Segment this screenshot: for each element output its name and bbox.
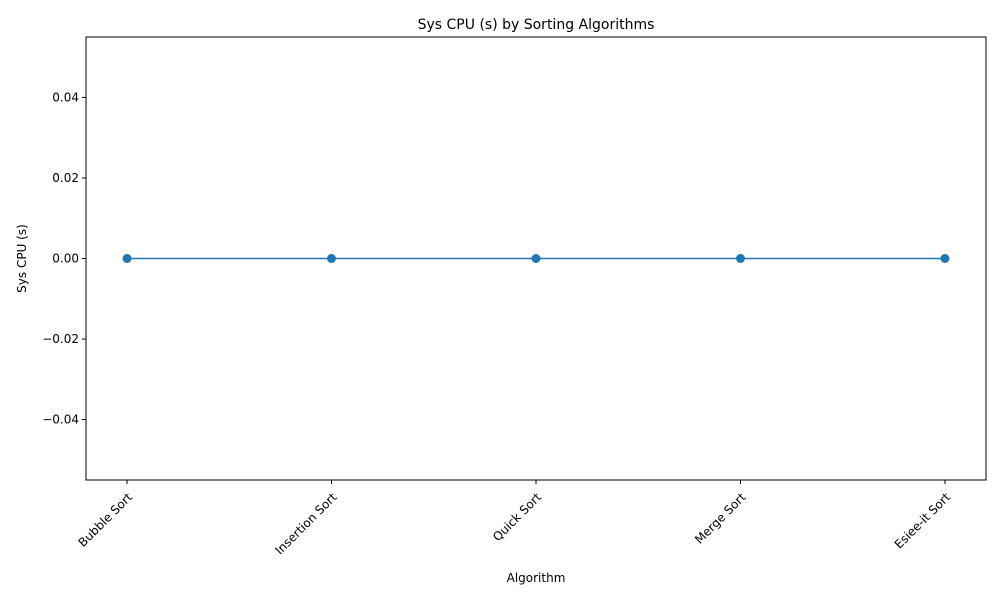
- y-tick-label: 0.04: [52, 90, 79, 104]
- y-tick-label: 0.00: [52, 252, 79, 266]
- data-point: [736, 254, 745, 263]
- series-layer: [122, 254, 950, 263]
- data-point: [940, 254, 950, 263]
- y-axis: −0.04 −0.02 0.00 0.02 0.04: [42, 90, 86, 427]
- data-point: [327, 254, 336, 263]
- data-point: [122, 254, 132, 263]
- y-tick-label: 0.02: [52, 171, 79, 185]
- y-tick-label: −0.04: [42, 413, 79, 427]
- chart-title: Sys CPU (s) by Sorting Algorithms: [418, 17, 655, 33]
- y-tick-label: −0.02: [42, 332, 79, 346]
- data-point: [531, 254, 541, 263]
- x-tick-label: Quick Sort: [490, 490, 544, 544]
- x-axis-label: Algorithm: [507, 571, 566, 585]
- x-tick-label: Merge Sort: [692, 490, 749, 547]
- x-axis: Bubble Sort Insertion Sort Quick Sort Merge…: [76, 480, 954, 557]
- x-tick-label: Esiee-it Sort: [892, 490, 954, 552]
- y-axis-label: Sys CPU (s): [15, 224, 29, 293]
- x-tick-label: Bubble Sort: [76, 490, 136, 550]
- x-tick-label: Insertion Sort: [272, 490, 339, 557]
